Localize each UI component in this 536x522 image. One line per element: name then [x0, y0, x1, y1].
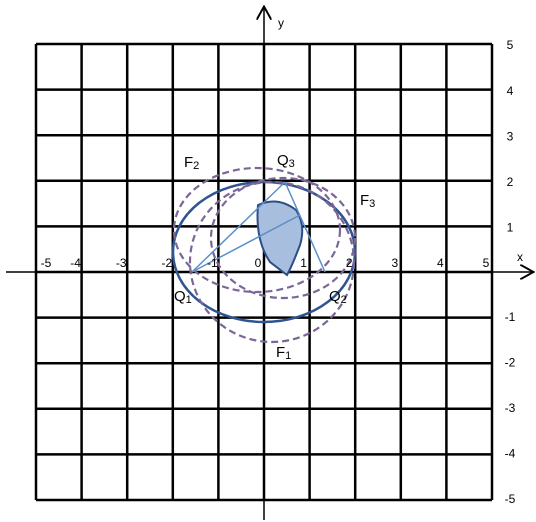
label-subscript: 3	[369, 198, 375, 210]
y-tick-label: 5	[507, 38, 514, 52]
label-subscript: 2	[193, 160, 199, 172]
y-tick-label: -1	[505, 310, 516, 324]
label-subscript: 3	[289, 158, 295, 170]
label-letter: Q	[174, 288, 186, 305]
y-tick-label: 4	[507, 84, 514, 98]
label-subscript: 2	[341, 294, 347, 306]
x-tick-label: 0	[255, 256, 262, 270]
x-axis-label: x	[517, 250, 523, 264]
x-tick-label: -3	[116, 256, 127, 270]
point-label: Q1	[174, 288, 192, 306]
y-tick-label: 2	[507, 175, 514, 189]
y-axis-label: y	[278, 16, 284, 30]
y-tick-label: -2	[505, 355, 516, 369]
y-tick-label: 3	[507, 129, 514, 143]
label-letter: F	[276, 344, 285, 361]
x-tick-label: 5	[483, 256, 490, 270]
y-tick-label: -4	[505, 447, 516, 461]
circle-f2	[172, 166, 342, 294]
point-label: F1	[276, 344, 291, 362]
label-subscript: 1	[186, 294, 192, 306]
circle-f3	[209, 176, 357, 300]
x-tick-label: 2	[346, 256, 353, 270]
x-tick-label: -5	[41, 256, 52, 270]
x-tick-label: -1	[207, 256, 218, 270]
label-letter: F	[360, 192, 369, 209]
x-tick-label: 3	[391, 256, 398, 270]
label-subscript: 1	[285, 350, 291, 362]
x-tick-label: 4	[437, 256, 444, 270]
point-label: Q3	[277, 152, 295, 170]
y-tick-label: 1	[507, 221, 514, 235]
label-letter: Q	[277, 152, 289, 169]
label-letter: F	[184, 154, 193, 171]
triangle-lines	[191, 181, 326, 273]
solid-circle	[171, 180, 357, 324]
x-tick-label: 1	[300, 256, 307, 270]
circle-f1	[188, 180, 356, 344]
y-tick-label: -5	[505, 492, 516, 506]
point-label: F3	[360, 192, 375, 210]
label-letter: Q	[329, 288, 341, 305]
y-tick-label: -3	[505, 401, 516, 415]
point-label: Q2	[329, 288, 347, 306]
x-tick-label: -4	[70, 256, 81, 270]
x-tick-label: -2	[161, 256, 172, 270]
point-label: F2	[184, 154, 199, 172]
